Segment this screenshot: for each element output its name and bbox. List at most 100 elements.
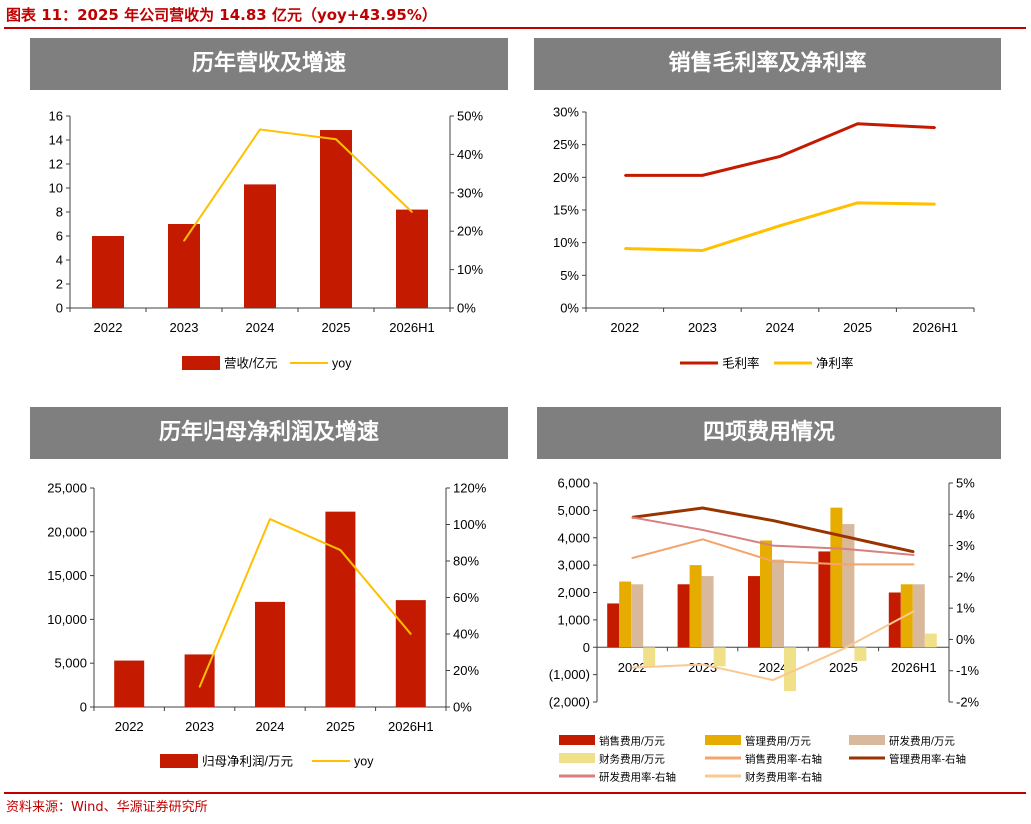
- legend-label: 研发费用/万元: [889, 735, 955, 748]
- line-point: [335, 138, 337, 141]
- line-point: [339, 549, 342, 551]
- line-point: [842, 535, 845, 537]
- y-right-tick-label: -2%: [956, 695, 980, 710]
- y-right-tick-label: 10%: [457, 262, 483, 277]
- y-left-tick-label: (2,000): [549, 695, 590, 710]
- bar: [701, 576, 714, 648]
- bar: [818, 551, 831, 648]
- y-left-tick-label: 25%: [553, 137, 579, 152]
- bar: [395, 600, 426, 707]
- legend-label: 管理费用/万元: [745, 735, 811, 748]
- bar: [830, 507, 843, 648]
- y-left-tick-label: 14: [49, 133, 63, 148]
- y-left-tick-label: 1,000: [557, 612, 590, 627]
- bar: [244, 184, 276, 308]
- line-point: [842, 648, 845, 650]
- bar: [631, 584, 644, 648]
- x-tick-label: 2022: [94, 320, 123, 335]
- line-point: [779, 155, 781, 158]
- legend-label: 销售费用/万元: [599, 735, 665, 748]
- line-point: [701, 249, 704, 252]
- bar: [114, 660, 145, 707]
- line-point: [411, 211, 413, 213]
- y-right-tick-label: 0%: [453, 700, 472, 715]
- x-tick-label: 2026H1: [389, 320, 435, 335]
- bar: [924, 633, 937, 648]
- x-tick-label: 2024: [256, 719, 285, 734]
- line-point: [842, 563, 845, 566]
- y-left-tick-label: 10%: [553, 235, 579, 250]
- line-point: [624, 174, 626, 177]
- y-left-tick-label: 0: [56, 301, 63, 316]
- line-point: [259, 128, 261, 131]
- bar: [772, 559, 784, 648]
- x-tick-label: 2025: [829, 660, 858, 675]
- bar: [396, 209, 428, 308]
- y-left-tick-label: (1,000): [549, 667, 590, 682]
- series-line: [624, 122, 936, 177]
- x-tick-label: 2023: [170, 320, 199, 335]
- line-point: [631, 666, 633, 669]
- y-left-tick-label: 6,000: [557, 476, 590, 491]
- bar: [607, 603, 620, 648]
- bar: [854, 647, 867, 661]
- bar: [842, 524, 855, 648]
- y-right-tick-label: -1%: [956, 663, 980, 678]
- y-left-tick-label: 5,000: [557, 503, 590, 518]
- chart-net-profit: 0 5,000 10,000 15,000 20,000 25,000 0% 20% 40% 60…: [47, 481, 486, 769]
- panel-title-revenue: 历年营收及增速: [30, 38, 508, 90]
- x-tick-label: 2025: [322, 320, 351, 335]
- legend-label: 销售费用率-右轴: [745, 753, 822, 766]
- line-point: [934, 203, 936, 205]
- y-left-tick-label: 10: [49, 181, 63, 196]
- y-left-tick-label: 20%: [553, 170, 579, 185]
- series-line: [632, 516, 914, 556]
- bar: [748, 576, 760, 648]
- y-right-tick-label: 0%: [457, 301, 476, 316]
- y-right-tick-label: 40%: [457, 147, 483, 162]
- legend-swatch: [160, 754, 198, 768]
- legend-label: 研发费用率-右轴: [599, 771, 676, 784]
- y-left-tick-label: 8: [56, 205, 63, 220]
- y-left-tick-label: 5,000: [54, 656, 87, 671]
- chart-margins: 0% 5% 10% 15% 20% 25% 30% 2022 2023 2024 2025 2026H…: [553, 105, 975, 371]
- bar: [320, 130, 352, 308]
- line-point: [913, 610, 915, 613]
- line-point: [701, 529, 704, 531]
- y-left-tick-label: 4,000: [557, 530, 590, 545]
- legend-label: 营收/亿元: [224, 356, 277, 371]
- y-right-tick-label: 2%: [956, 569, 975, 584]
- bottom-divider: [4, 792, 1026, 794]
- y-right-tick-label: 60%: [453, 590, 479, 605]
- y-right-tick-label: 20%: [457, 224, 483, 239]
- figure-title: 图表 11：2025 年公司营收为 14.83 亿元（yoy+43.95%）: [6, 6, 437, 24]
- line-point: [934, 126, 936, 129]
- bar: [168, 224, 200, 308]
- legend-label: 毛利率: [722, 356, 760, 371]
- top-divider: [4, 27, 1026, 29]
- y-left-tick-label: 20,000: [47, 524, 87, 539]
- line-point: [772, 544, 774, 547]
- x-tick-label: 2024: [246, 320, 275, 335]
- legend-label: 管理费用率-右轴: [889, 753, 966, 766]
- legend-swatch: [559, 753, 595, 763]
- y-right-tick-label: 0%: [956, 632, 975, 647]
- y-left-tick-label: 2: [56, 277, 63, 292]
- y-right-tick-label: 80%: [453, 554, 479, 569]
- bar: [325, 511, 356, 707]
- y-left-tick-label: 3,000: [557, 558, 590, 573]
- line-point: [701, 507, 704, 509]
- panel-title-net-profit: 历年归母净利润及增速: [30, 407, 508, 459]
- bar: [689, 565, 702, 648]
- line-point: [772, 519, 774, 522]
- line-point: [624, 247, 626, 250]
- line-point: [631, 516, 633, 519]
- bar: [643, 647, 656, 667]
- y-right-tick-label: 5%: [956, 476, 975, 491]
- chart-expenses: (2,000) (1,000) 0 1,000 2,000 3,000 4,000 5,000…: [549, 476, 980, 784]
- x-tick-label: 2025: [843, 320, 872, 335]
- line-point: [842, 547, 845, 550]
- chart-revenue: 0 2 4 6 8 10 12 14 16 0% 10% 20% 30% 40% 50% 2022 2023 20…: [49, 109, 484, 371]
- y-left-tick-label: 2,000: [557, 585, 590, 600]
- line-point: [913, 551, 915, 553]
